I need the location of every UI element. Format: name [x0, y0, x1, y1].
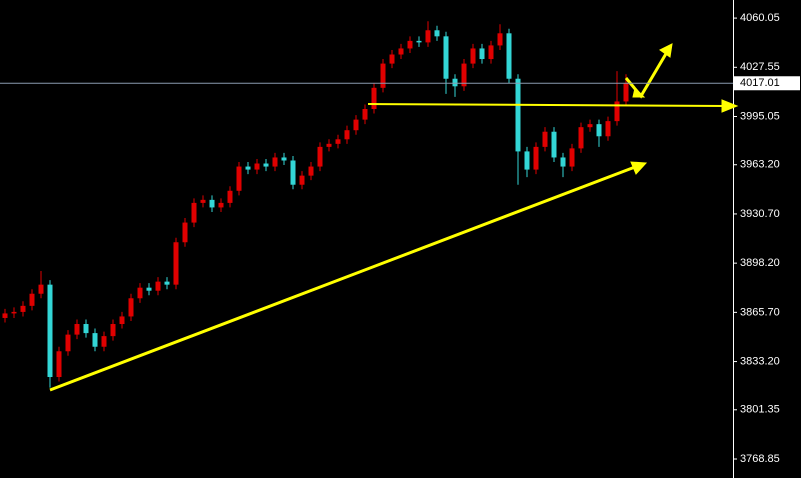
- candle-body: [380, 63, 386, 88]
- candle-body: [407, 40, 413, 49]
- y-tick-label: 3995.05: [740, 110, 780, 122]
- annotations: [49, 43, 739, 392]
- current-price-box: [734, 76, 800, 91]
- candle-body: [155, 281, 161, 291]
- candle-body: [236, 166, 242, 191]
- candle-body: [515, 78, 521, 152]
- candle-body: [164, 281, 170, 285]
- arrow-head: [630, 161, 648, 175]
- candle-body: [416, 40, 422, 43]
- candle-body: [605, 121, 611, 137]
- candle-body: [533, 146, 539, 170]
- candle-body: [389, 54, 395, 64]
- candle-body: [506, 33, 512, 79]
- candle-body: [362, 109, 368, 120]
- candle-body: [146, 287, 152, 291]
- candle-body: [479, 48, 485, 60]
- candle-body: [335, 139, 341, 144]
- candle-body: [299, 175, 305, 185]
- y-tick-label: 3833.20: [740, 355, 780, 367]
- candle-body: [92, 333, 98, 347]
- candle-body: [434, 30, 440, 37]
- plot-area: [2, 21, 629, 388]
- candle-body: [443, 36, 449, 79]
- candle-body: [551, 131, 557, 158]
- candle-body: [452, 78, 458, 87]
- candle-body: [56, 351, 62, 378]
- arrow-head: [659, 43, 673, 58]
- candle-body: [560, 157, 566, 167]
- candle-body: [623, 83, 629, 102]
- candle-body: [47, 284, 53, 378]
- y-tick-label: 3768.85: [740, 453, 780, 465]
- candle-body: [29, 293, 35, 306]
- candle-body: [614, 101, 620, 122]
- candle-body: [578, 127, 584, 149]
- candle-body: [20, 305, 26, 312]
- y-tick-label: 3930.70: [740, 208, 780, 220]
- candle-body: [470, 48, 476, 64]
- candle-body: [227, 190, 233, 203]
- candle-body: [119, 316, 125, 325]
- candle-body: [398, 48, 404, 55]
- candle-body: [245, 166, 251, 170]
- y-tick-label: 3865.70: [740, 306, 780, 318]
- candle-body: [263, 163, 269, 167]
- candle-body: [497, 33, 503, 46]
- arrow-head: [721, 99, 739, 113]
- candle-body: [371, 87, 377, 110]
- candle-body: [317, 146, 323, 167]
- candle-body: [137, 287, 143, 299]
- candle-body: [488, 45, 494, 60]
- candle-body: [128, 298, 134, 317]
- candle-body: [173, 242, 179, 285]
- candle-body: [344, 130, 350, 140]
- candle-body: [524, 151, 530, 170]
- candle-body: [461, 63, 467, 87]
- candle-body: [209, 199, 215, 208]
- candle-body: [74, 324, 80, 335]
- arrow-head: [632, 87, 646, 98]
- candle-body: [290, 160, 296, 185]
- candle-body: [326, 143, 332, 147]
- y-tick-label: 3801.35: [740, 404, 780, 416]
- y-tick-label: 4027.55: [740, 61, 780, 73]
- candle-body: [218, 202, 224, 208]
- candle-body: [182, 222, 188, 243]
- candle-body: [353, 119, 359, 131]
- candle-body: [542, 131, 548, 147]
- candle-body: [191, 202, 197, 223]
- candle-body: [11, 311, 17, 314]
- candle-body: [281, 157, 287, 161]
- y-tick-label: 4060.05: [740, 12, 780, 24]
- candle-body: [110, 324, 116, 337]
- candle-body: [308, 166, 314, 176]
- candle-body: [65, 334, 71, 352]
- y-tick-label: 3898.20: [740, 257, 780, 269]
- candle-body: [38, 284, 44, 294]
- candle-body: [101, 336, 107, 347]
- candle-body: [83, 324, 89, 334]
- candle-body: [587, 124, 593, 128]
- candle-body: [200, 199, 206, 203]
- current-price-label: 4017.01: [740, 77, 780, 89]
- candle-body: [2, 313, 8, 318]
- y-tick-label: 3963.20: [740, 159, 780, 171]
- candle-body: [569, 148, 575, 167]
- trend-line: [49, 165, 636, 392]
- candle-body: [425, 30, 431, 43]
- support-line: [367, 103, 726, 107]
- candle-body: [272, 157, 278, 167]
- candle-body: [254, 163, 260, 170]
- candle-body: [596, 124, 602, 137]
